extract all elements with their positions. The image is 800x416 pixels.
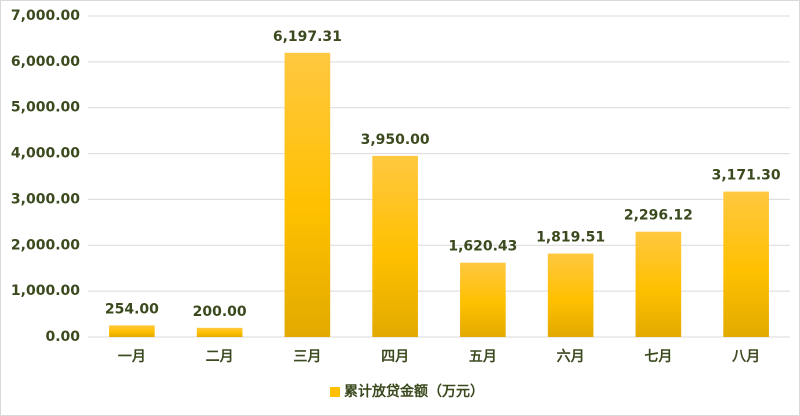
x-tick-label: 八月 xyxy=(731,349,760,365)
bar xyxy=(460,262,506,337)
y-tick-label: 7,000.00 xyxy=(11,8,80,24)
data-label: 6,197.31 xyxy=(273,29,342,45)
y-tick-label: 5,000.00 xyxy=(11,100,80,116)
x-tick-label: 二月 xyxy=(206,349,234,365)
bar xyxy=(372,155,418,337)
x-tick-label: 一月 xyxy=(118,349,146,365)
x-tick-label: 七月 xyxy=(644,349,672,365)
data-label: 1,620.43 xyxy=(448,239,517,255)
bar xyxy=(547,253,594,337)
bar xyxy=(723,191,769,337)
data-label: 3,171.30 xyxy=(712,168,781,184)
data-label: 1,819.51 xyxy=(536,230,605,246)
data-label: 200.00 xyxy=(193,304,247,320)
x-tick-label: 三月 xyxy=(293,349,321,365)
y-tick-label: 4,000.00 xyxy=(11,146,80,162)
data-label: 254.00 xyxy=(105,301,159,317)
bar xyxy=(109,325,155,337)
bar xyxy=(284,52,331,337)
y-tick-label: 3,000.00 xyxy=(11,191,80,207)
y-tick-label: 1,000.00 xyxy=(11,283,80,299)
legend-label: 累计放贷金额（万元） xyxy=(344,383,484,400)
x-tick-label: 四月 xyxy=(381,349,409,365)
bar xyxy=(196,327,243,337)
x-tick-label: 五月 xyxy=(469,349,497,365)
data-label: 3,950.00 xyxy=(361,132,430,148)
y-tick-label: 0.00 xyxy=(45,329,80,345)
y-tick-label: 6,000.00 xyxy=(11,54,80,70)
legend-swatch xyxy=(330,387,340,397)
data-label: 2,296.12 xyxy=(624,208,693,224)
bar xyxy=(635,231,682,337)
y-tick-label: 2,000.00 xyxy=(11,237,80,253)
x-tick-label: 六月 xyxy=(557,348,585,365)
